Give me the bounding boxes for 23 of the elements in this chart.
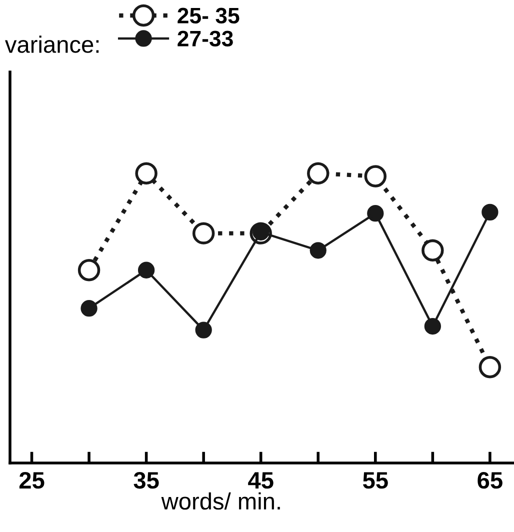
point [478,356,502,378]
point [367,205,384,222]
x-tick-label: 65 [478,472,502,489]
x-tick-label: 25 [19,472,44,489]
point [422,239,444,262]
point [310,242,326,259]
point [135,162,158,184]
point [80,300,98,317]
x-axis-title: words/ min. [161,492,280,510]
point [78,258,100,282]
point [138,262,155,278]
legend-label: 25- 35 [178,8,240,24]
x-tick-label: 35 [134,472,159,489]
point [482,204,498,221]
point [195,322,212,338]
legend-label: 27-33 [178,30,233,46]
point [192,222,215,244]
legend-title: variance: [5,36,99,53]
point [364,165,387,188]
point [307,162,330,184]
x-tick-label: 45 [248,472,274,489]
x-tick-label: 55 [362,472,388,489]
point [424,318,442,335]
